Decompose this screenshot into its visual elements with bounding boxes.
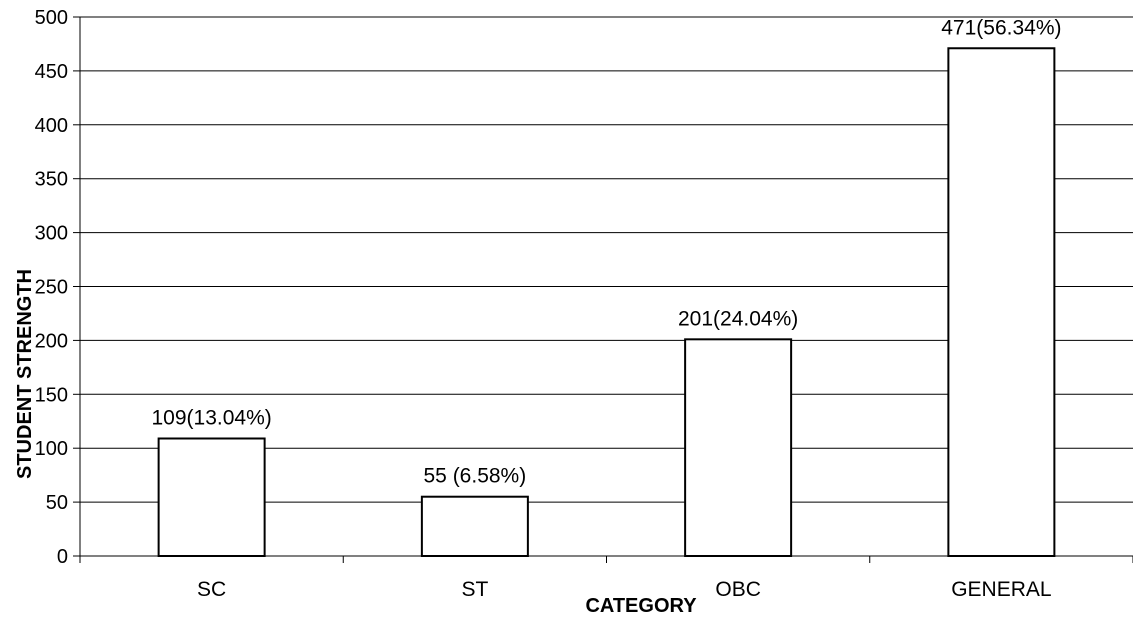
x-axis-ticks: SC ST OBC GENERAL (79, 556, 1133, 601)
y-axis-title: STUDENT STRENGTH (14, 269, 36, 479)
bar-general (947, 47, 1056, 558)
y-tick-label-50: 50 (46, 492, 68, 514)
y-tick-label-450: 450 (35, 61, 68, 83)
y-axis-ticks: 0 50 100 150 200 250 300 350 400 450 500 (35, 7, 80, 568)
x-tick-label-sc: SC (197, 578, 226, 601)
bar-sc (157, 437, 266, 557)
y-tick-label-200: 200 (35, 330, 68, 352)
data-label-general: 471(56.34%) (941, 16, 1061, 39)
x-tick-label-obc: OBC (715, 578, 761, 601)
y-tick-label-100: 100 (35, 438, 68, 460)
y-tick-label-350: 350 (35, 169, 68, 191)
data-labels: 109(13.04%) 55 (6.58%) 201(24.04%) 471(56.3… (152, 16, 1062, 487)
y-tick-label-0: 0 (57, 546, 68, 568)
y-tick-label-150: 150 (35, 384, 68, 406)
y-tick-label-400: 400 (35, 115, 68, 137)
bar-st (420, 495, 529, 557)
x-axis-title: CATEGORY (585, 595, 697, 617)
data-label-st: 55 (6.58%) (424, 465, 527, 488)
x-tick-label-st: ST (461, 578, 488, 601)
y-tick-label-300: 300 (35, 223, 68, 245)
y-tick-label-500: 500 (35, 7, 68, 29)
bar-obc (684, 338, 793, 557)
x-tick-label-general: GENERAL (951, 578, 1051, 601)
bars (157, 47, 1056, 558)
data-label-obc: 201(24.04%) (678, 307, 798, 330)
y-tick-label-250: 250 (35, 277, 68, 299)
data-label-sc: 109(13.04%) (152, 406, 272, 429)
